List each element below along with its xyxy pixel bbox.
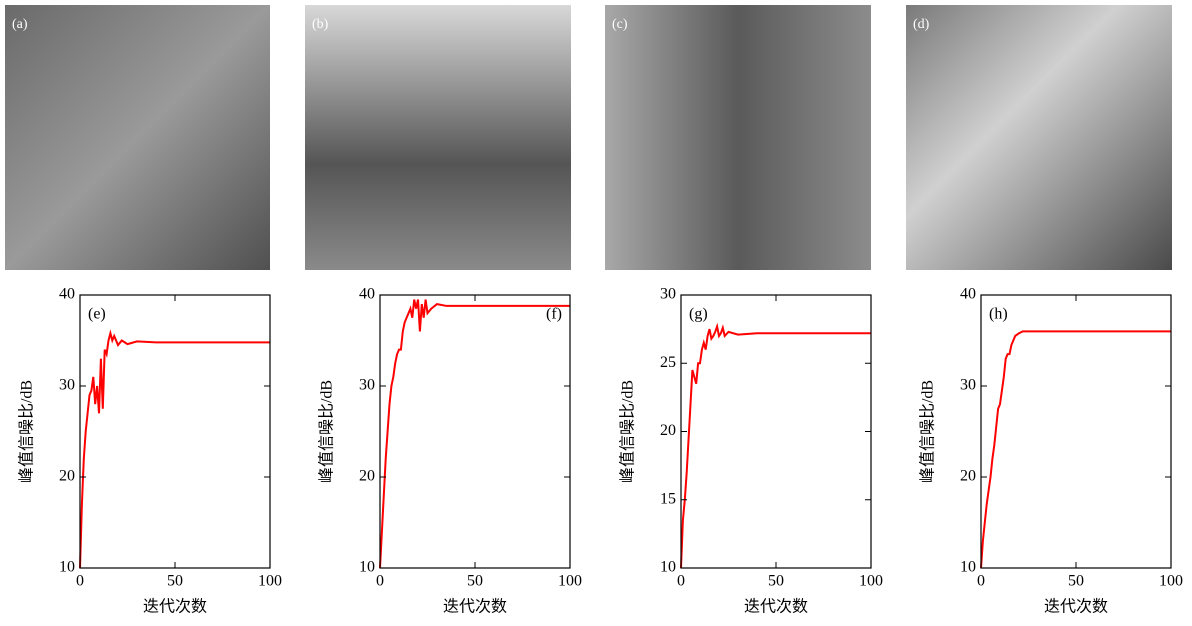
x-axis-label: 迭代次数 xyxy=(744,598,808,616)
y-tick-label: 40 xyxy=(359,286,375,303)
y-tick-label: 25 xyxy=(660,354,676,371)
y-tick-label: 20 xyxy=(660,422,676,439)
y-tick-label: 10 xyxy=(960,559,976,576)
image-a xyxy=(5,5,270,270)
plot-frame xyxy=(680,294,872,569)
image-b xyxy=(305,5,571,270)
y-axis-label: 峰值信噪比/dB xyxy=(18,380,36,483)
x-tick-label: 0 xyxy=(376,573,384,590)
y-tick-label: 40 xyxy=(960,286,976,303)
x-axis-label: 迭代次数 xyxy=(1044,598,1108,616)
y-tick-label: 15 xyxy=(660,490,676,507)
image-label: (d) xyxy=(913,17,930,32)
x-tick-label: 50 xyxy=(768,573,784,590)
panel-label: (g) xyxy=(689,306,708,323)
x-tick-label: 100 xyxy=(558,573,582,590)
x-tick-label: 50 xyxy=(467,573,483,590)
x-tick-label: 50 xyxy=(167,573,183,590)
y-tick-label: 10 xyxy=(660,559,676,576)
y-tick-label: 40 xyxy=(59,286,75,303)
panel-label: (h) xyxy=(989,306,1008,323)
y-axis-label: 峰值信噪比/dB xyxy=(318,380,336,483)
image-label: (c) xyxy=(612,17,628,32)
data-line xyxy=(980,330,1171,569)
data-line xyxy=(379,299,570,569)
y-tick-label: 30 xyxy=(59,377,75,394)
image-d xyxy=(906,5,1172,270)
y-axis-label: 峰值信噪比/dB xyxy=(619,380,637,483)
panel-label: (e) xyxy=(88,306,106,323)
x-tick-label: 50 xyxy=(1068,573,1084,590)
y-tick-label: 30 xyxy=(660,286,676,303)
y-tick-label: 20 xyxy=(59,468,75,485)
plot-frame xyxy=(379,294,571,569)
data-line xyxy=(79,329,270,569)
panel-label: (f) xyxy=(546,306,562,323)
y-tick-label: 20 xyxy=(960,468,976,485)
y-tick-label: 30 xyxy=(960,377,976,394)
x-tick-label: 100 xyxy=(258,573,282,590)
x-tick-label: 0 xyxy=(76,573,84,590)
x-tick-label: 0 xyxy=(677,573,685,590)
image-label: (a) xyxy=(12,17,28,32)
image-label: (b) xyxy=(312,17,329,32)
y-tick-label: 30 xyxy=(359,377,375,394)
x-tick-label: 0 xyxy=(977,573,985,590)
x-axis-label: 迭代次数 xyxy=(443,598,507,616)
y-axis-label: 峰值信噪比/dB xyxy=(919,380,937,483)
x-tick-label: 100 xyxy=(859,573,883,590)
y-tick-label: 20 xyxy=(359,468,375,485)
plot-frame xyxy=(79,294,271,569)
plot-frame xyxy=(980,294,1172,569)
y-tick-label: 10 xyxy=(59,559,75,576)
x-tick-label: 100 xyxy=(1159,573,1183,590)
y-tick-label: 10 xyxy=(359,559,375,576)
x-axis-label: 迭代次数 xyxy=(143,598,207,616)
data-line xyxy=(680,322,871,569)
image-c xyxy=(605,5,871,270)
